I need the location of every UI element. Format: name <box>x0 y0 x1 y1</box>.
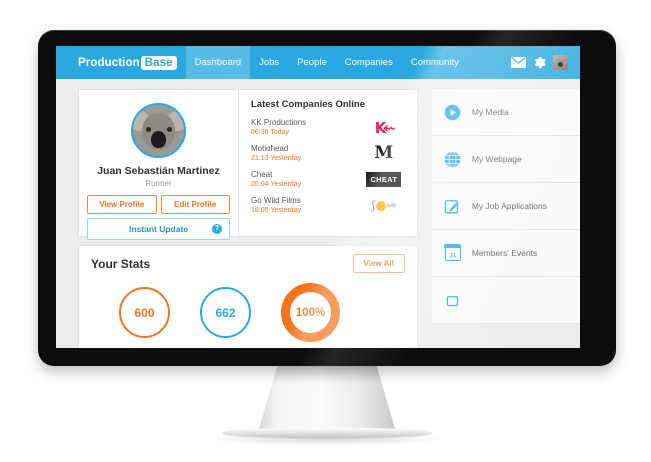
company-row[interactable]: KK Productions 06:36 Today K⇜ <box>251 117 407 138</box>
gear-icon[interactable] <box>533 56 546 69</box>
play-circle-icon <box>444 103 462 121</box>
stat-ring-1[interactable]: 600 <box>119 287 170 338</box>
nav-link-dashboard[interactable]: Dashboard <box>185 46 251 79</box>
top-navbar: Production Base Dashboard Jobs People Com… <box>56 46 580 79</box>
company-name: Go Wild Films <box>251 196 301 206</box>
pencil-square-icon <box>444 197 462 215</box>
sidebar-label: Members' Events <box>471 248 538 258</box>
stat-ring-2[interactable]: 662 <box>200 287 251 338</box>
profile-card: Juan Sebastián Martinez Runner View Prof… <box>78 89 238 240</box>
profile-avatar[interactable] <box>131 103 186 158</box>
company-row[interactable]: Cheat 20:04 Yesterday CHEAT <box>251 169 407 190</box>
sidebar-label: My Job Applications <box>471 201 547 211</box>
stats-title: Your Stats <box>91 256 151 271</box>
sidebar-label: My Media <box>471 107 509 117</box>
instant-update-label: Instant Update <box>128 224 189 234</box>
stand-neck-shading <box>258 366 396 432</box>
sidebar-item-partial[interactable] <box>431 277 580 324</box>
company-logo-kk: K⇜ <box>374 118 396 137</box>
company-time: 06:36 Today <box>251 128 290 136</box>
nav-link-community[interactable]: Community <box>410 57 459 68</box>
koala-eye-left <box>146 127 151 132</box>
mail-icon[interactable] <box>511 57 526 68</box>
monitor-stand-neck <box>258 366 396 432</box>
koala-nose <box>151 131 166 148</box>
company-time: 20:04 Yesterday <box>251 180 302 188</box>
stat-ring-3[interactable]: 100% <box>281 283 340 342</box>
company-time: 18:05 Yesterday <box>251 206 302 214</box>
company-text: KK Productions 06:36 Today <box>251 118 367 136</box>
view-all-button[interactable]: View All <box>352 254 405 273</box>
instant-update-button[interactable]: Instant Update ? <box>87 218 230 240</box>
globe-icon <box>444 150 462 168</box>
nav-link-jobs[interactable]: Jobs <box>259 57 280 68</box>
nav-utility-icons <box>511 46 580 79</box>
nav-link-people[interactable]: People <box>297 57 327 68</box>
profile-name: Juan Sebastián Martinez <box>97 165 220 177</box>
help-icon[interactable]: ? <box>212 224 222 234</box>
sidebar-item-members-events[interactable]: 31 Members' Events <box>431 230 580 277</box>
calendar-day: 31 <box>449 253 456 259</box>
company-name: Motiohead <box>251 144 289 154</box>
stats-rings: 600 662 100% <box>91 273 405 342</box>
koala-eye-right <box>167 127 172 132</box>
latest-companies-card: Latest Companies Online KK Productions 0… <box>238 89 418 237</box>
right-sidebar: My Media My Webpage My Job Applications <box>431 89 580 348</box>
company-logo-motiohead: M <box>374 143 394 163</box>
logo-text-primary: Production <box>78 56 140 69</box>
edit-profile-button[interactable]: Edit Profile <box>160 195 230 214</box>
view-profile-button[interactable]: View Profile <box>87 195 157 214</box>
company-name: Cheat <box>251 170 273 180</box>
top-cards-row: Juan Sebastián Martinez Runner View Prof… <box>78 89 418 240</box>
company-time: 21:13 Yesterday <box>251 154 302 162</box>
nav-links: Dashboard Jobs People Companies Communit… <box>185 46 468 79</box>
monitor-stand-base <box>222 428 432 437</box>
logo-text-accent: Base <box>140 55 177 70</box>
site-logo[interactable]: Production Base <box>56 46 186 79</box>
screen: Production Base Dashboard Jobs People Com… <box>56 46 580 348</box>
company-row[interactable]: Go Wild Films 18:05 Yesterday ʃ wild <box>251 195 407 216</box>
sidebar-item-my-job-applications[interactable]: My Job Applications <box>431 183 580 230</box>
profile-button-row: View Profile Edit Profile <box>87 195 230 214</box>
latest-companies-title: Latest Companies Online <box>251 99 366 110</box>
main-column: Juan Sebastián Martinez Runner View Prof… <box>78 89 418 348</box>
profile-role: Runner <box>145 179 172 188</box>
stats-header: Your Stats View All <box>91 254 405 273</box>
company-text: Go Wild Films 18:05 Yesterday <box>251 196 367 214</box>
avatar[interactable] <box>553 55 568 70</box>
company-logo-cheat: CHEAT <box>366 169 402 190</box>
monitor-bezel: Production Base Dashboard Jobs People Com… <box>38 30 616 366</box>
sidebar-label: My Webpage <box>471 154 522 164</box>
your-stats-card: Your Stats View All 600 662 100% <box>78 245 418 348</box>
sidebar-item-my-webpage[interactable]: My Webpage <box>431 136 580 183</box>
company-logo-gowild: ʃ wild <box>372 199 396 212</box>
company-text: Motiohead 21:13 Yesterday <box>251 144 367 162</box>
sidebar-item-my-media[interactable]: My Media <box>431 89 580 136</box>
nav-link-companies[interactable]: Companies <box>344 57 393 68</box>
partial-icon <box>444 291 462 309</box>
calendar-icon: 31 <box>444 244 462 262</box>
company-name: KK Productions <box>251 118 307 128</box>
page-body: Juan Sebastián Martinez Runner View Prof… <box>56 79 580 348</box>
company-row[interactable]: Motiohead 21:13 Yesterday M <box>251 143 407 164</box>
company-text: Cheat 20:04 Yesterday <box>251 170 367 188</box>
